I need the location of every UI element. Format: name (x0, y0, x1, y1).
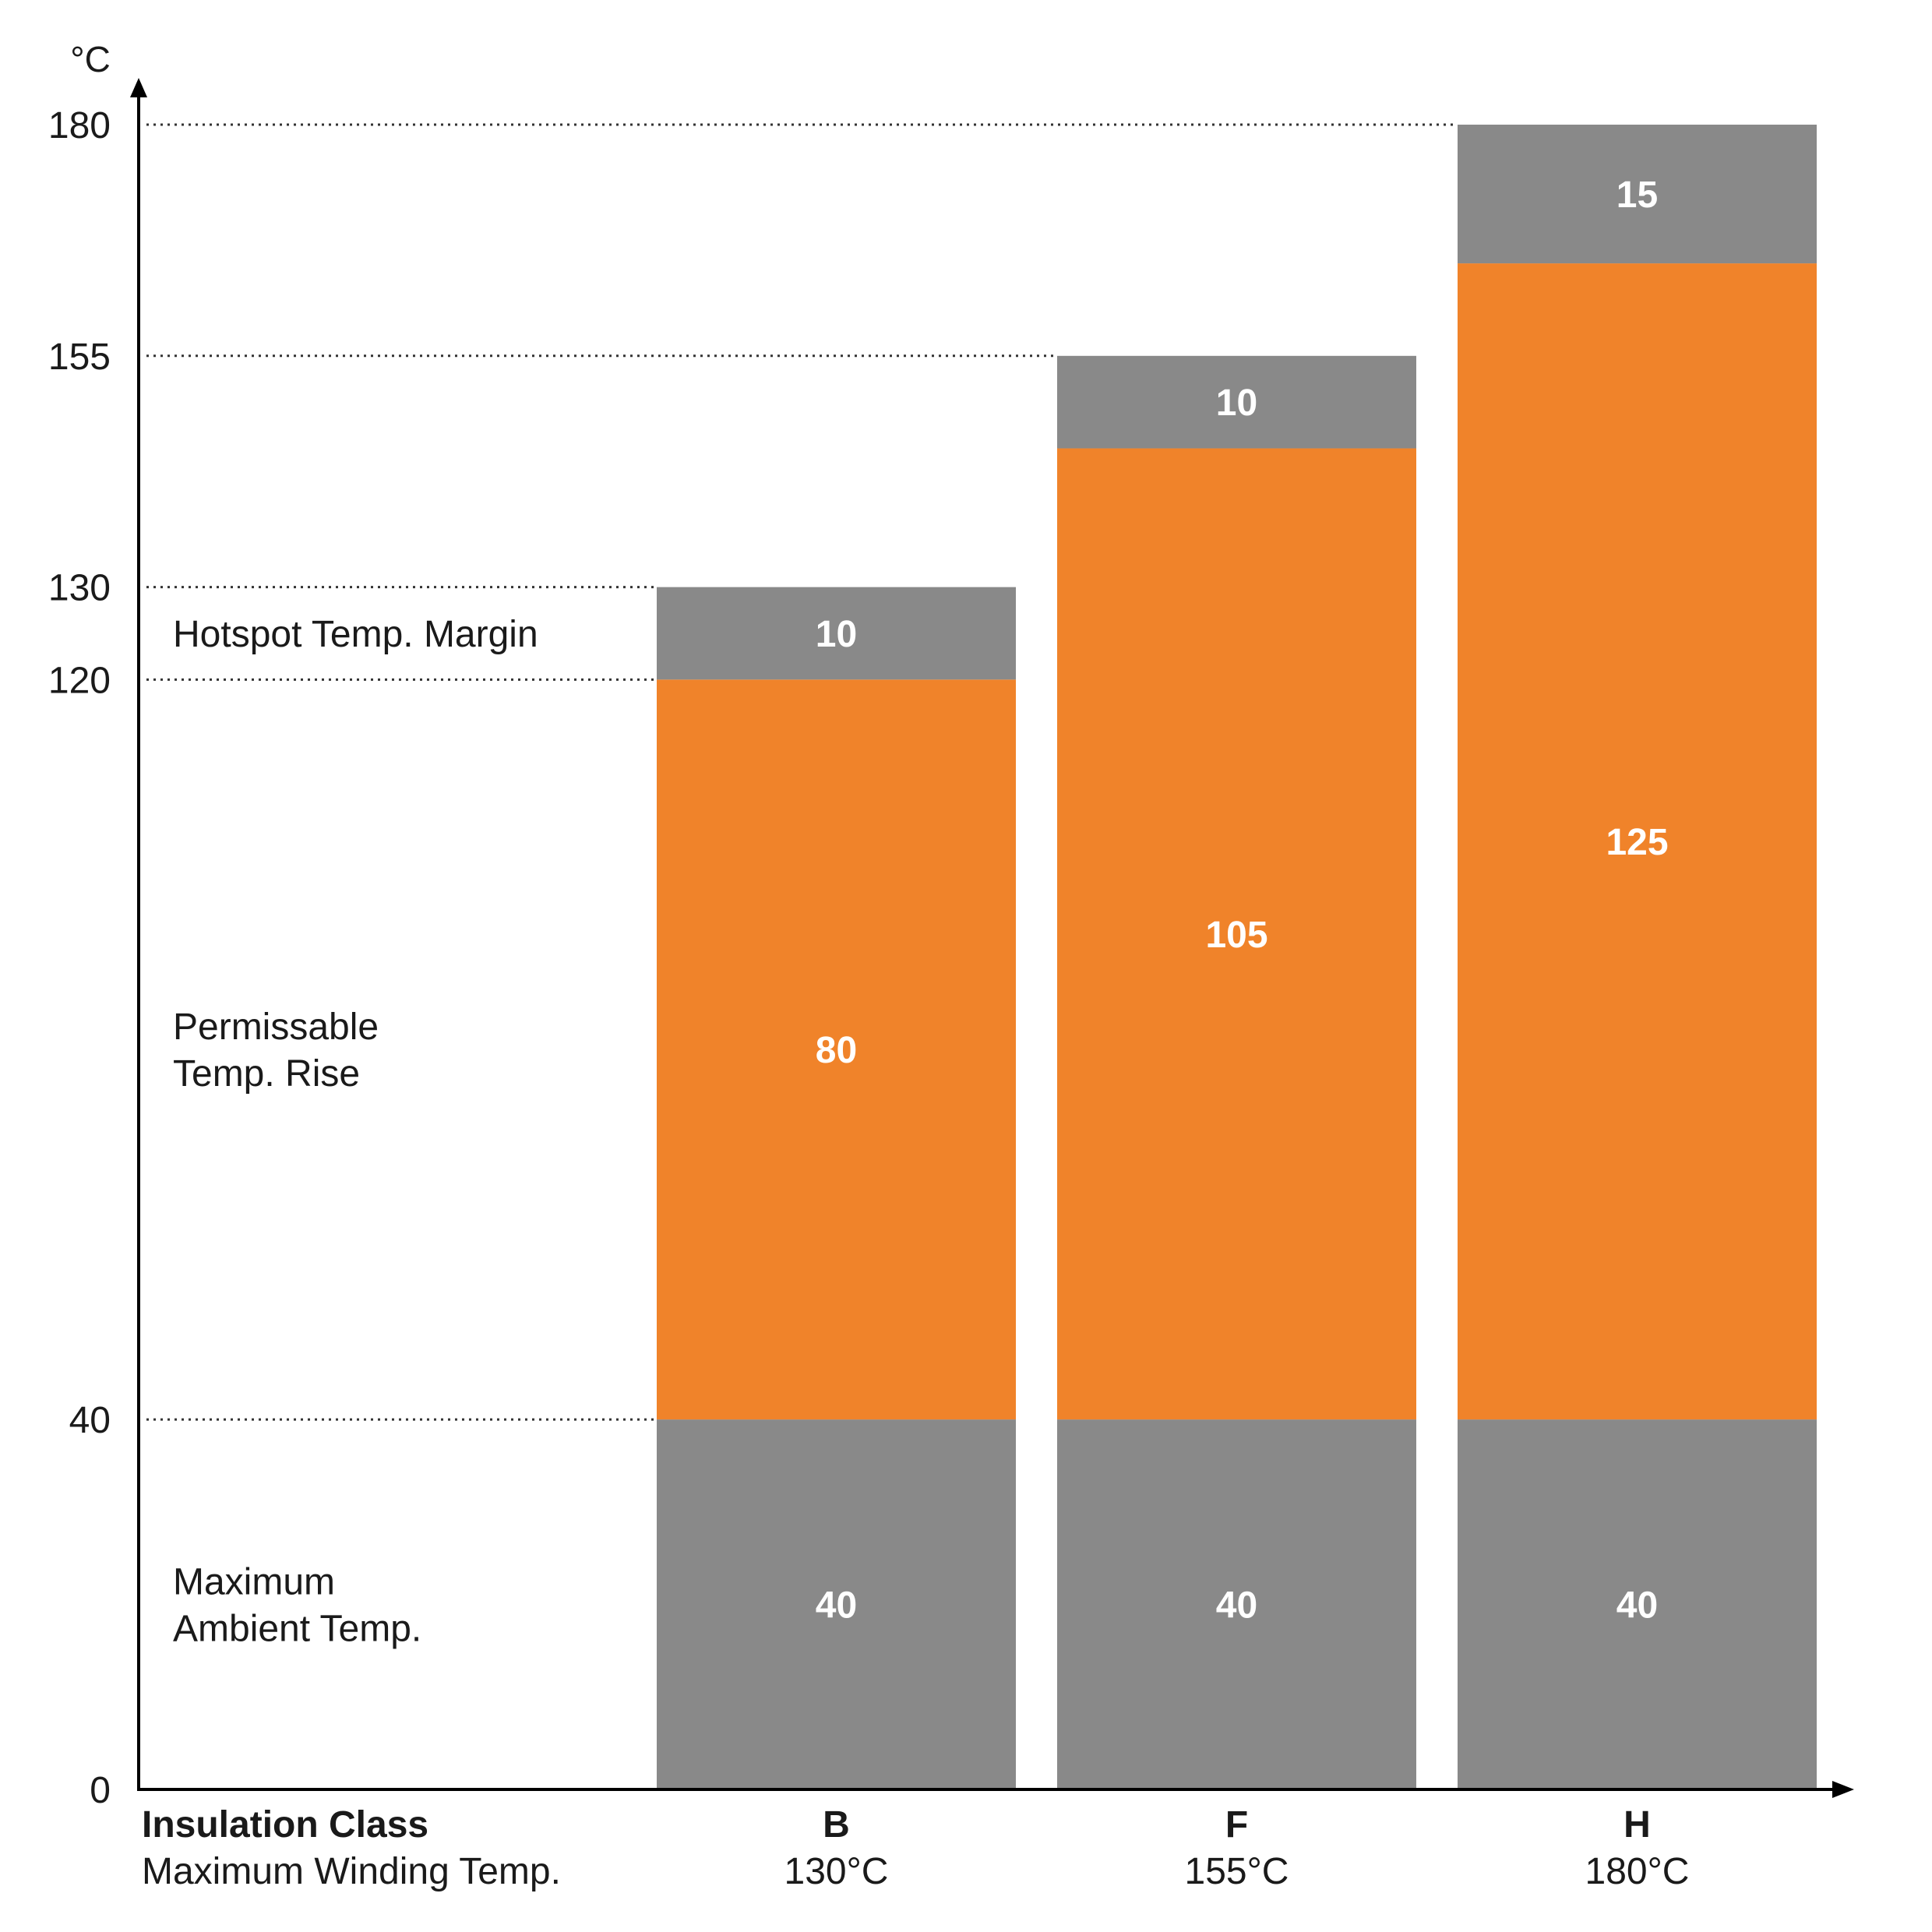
y-axis-unit: °C (70, 39, 111, 79)
x-row-label-insulation-class: Insulation Class (142, 1804, 428, 1846)
reference-lines (146, 123, 1458, 1421)
category-label-B: B (823, 1804, 850, 1846)
y-tick-labels: 0 40 120 130 155 180 (48, 105, 111, 1811)
y-tick-label-180: 180 (48, 105, 111, 146)
bar-segment-H-2 (1458, 263, 1817, 1420)
category-sublabel-F: 155°C (1185, 1851, 1289, 1892)
y-tick-label-0: 0 (90, 1770, 111, 1811)
axes: °C (70, 39, 1854, 1798)
y-tick-label-155: 155 (48, 337, 111, 378)
category-label-H: H (1624, 1804, 1651, 1846)
data-label-B-2: 80 (816, 1030, 857, 1071)
bars: 40 80 10 40 105 10 40 125 15 (657, 125, 1817, 1789)
data-label-H-2: 125 (1606, 822, 1668, 863)
data-label-B-1: 40 (816, 1585, 857, 1627)
x-axis-arrowhead (1832, 1781, 1854, 1798)
bar-segment-F-2 (1057, 448, 1416, 1420)
series-labels: Maximum Ambient Temp. Permissable Temp. Ris… (173, 614, 538, 1650)
series-label-2-line-1: Permissable (173, 1007, 379, 1048)
x-row-label-max-winding-temp: Maximum Winding Temp. (142, 1851, 561, 1892)
y-tick-label-130: 130 (48, 568, 111, 609)
series-label-1-line-1: Maximum (173, 1562, 335, 1603)
y-axis-arrowhead (130, 78, 147, 97)
series-label-2-line-2: Temp. Rise (173, 1053, 360, 1095)
data-label-B-3: 10 (816, 614, 857, 655)
data-label-F-1: 40 (1216, 1585, 1257, 1627)
series-label-3-line-1: Hotspot Temp. Margin (173, 614, 538, 655)
x-axis-labels: Insulation Class Maximum Winding Temp. B… (142, 1804, 1689, 1892)
data-label-H-3: 15 (1616, 175, 1658, 216)
data-label-H-1: 40 (1616, 1585, 1658, 1627)
bar-segment-B-3 (657, 587, 1016, 680)
y-tick-label-120: 120 (48, 660, 111, 701)
bar-segment-B-1 (657, 1419, 1016, 1789)
bar-segment-F-1 (1057, 1419, 1416, 1789)
bar-segment-H-1 (1458, 1419, 1817, 1789)
category-label-F: F (1225, 1804, 1248, 1846)
data-label-F-3: 10 (1216, 383, 1257, 424)
bar-segment-B-2 (657, 679, 1016, 1420)
category-sublabel-B: 130°C (784, 1851, 889, 1892)
y-tick-label-40: 40 (69, 1400, 111, 1441)
bar-segment-F-3 (1057, 355, 1416, 449)
data-label-F-2: 105 (1205, 915, 1267, 956)
category-sublabel-H: 180°C (1585, 1851, 1690, 1892)
series-label-1-line-2: Ambient Temp. (173, 1609, 421, 1650)
bar-segment-H-3 (1458, 125, 1817, 264)
